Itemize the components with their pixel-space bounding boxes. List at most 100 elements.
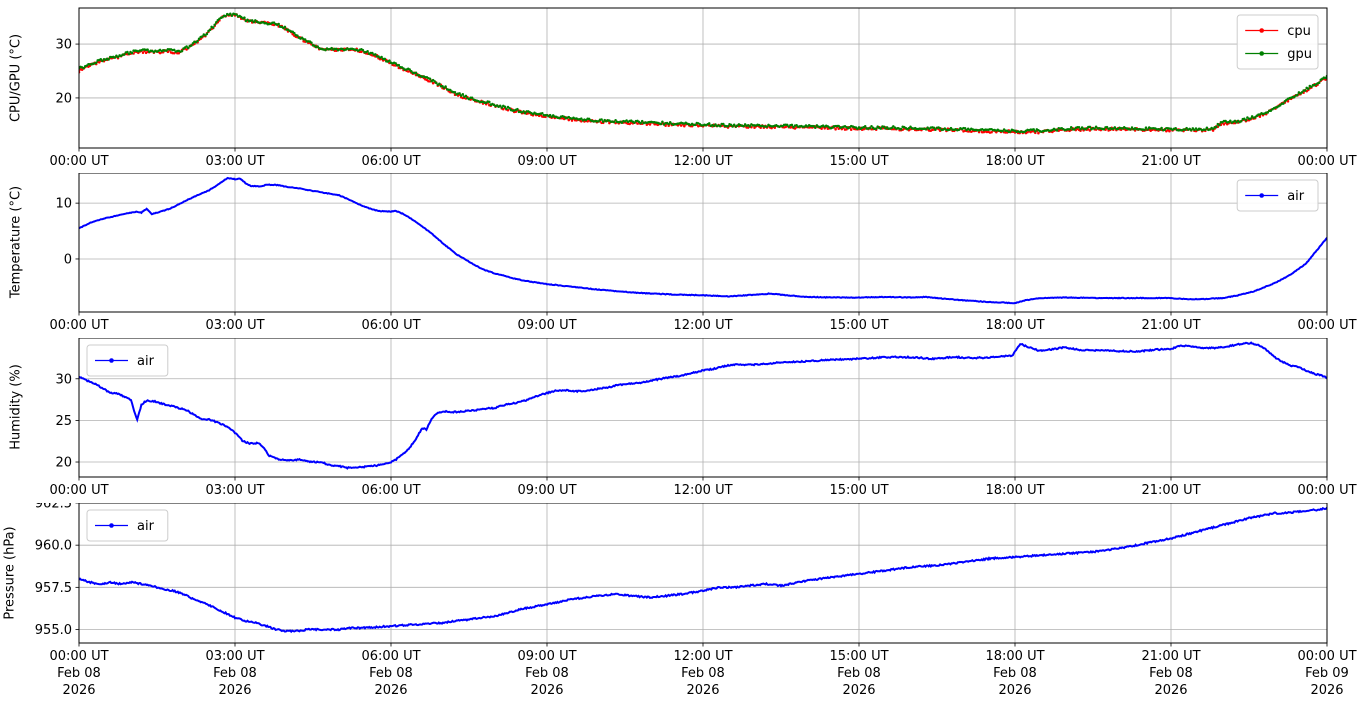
x-tick-date-label: Feb 08 [57,666,101,681]
x-tick-label: 00:00 UT [49,649,108,664]
y-tick-label: 30 [55,38,72,53]
x-tick-year-label: 2026 [62,683,95,698]
legend: air [86,344,169,377]
legend-marker-sample [109,358,114,363]
gpu-series-markers [79,12,1327,134]
humidity-y-axis-label: Humidity (%) [8,364,24,450]
x-tick-label: 12:00 UT [673,154,732,169]
plot-border [78,173,1328,313]
x-tick-label: 06:00 UT [361,154,420,169]
legend-marker-sample [1259,28,1264,33]
x-tick-label: 06:00 UT [361,483,420,498]
plot-border [78,7,1328,149]
x-tick-label: 15:00 UT [829,649,888,664]
x-tick-label: 03:00 UT [205,154,264,169]
plot-border [78,503,1328,644]
x-tick-date-label: Feb 08 [525,666,569,681]
air-series [79,176,1327,305]
legend-marker-sample [109,523,114,528]
legend: cpu gpu [1236,14,1319,70]
temperature-chart: 00:00 UT 03:00 UT 06:00 UT 09:00 UT 12:00 UT… [49,173,1357,333]
x-tick-label: 09:00 UT [517,154,576,169]
legend-label: air [137,519,155,534]
grid [79,8,1327,148]
x-tick-label: 00:00 UT [1297,318,1356,333]
x-tick-label: 03:00 UT [205,483,264,498]
air-series [79,506,1327,634]
x-tick-label: 06:00 UT [361,318,420,333]
x-tick-label: 21:00 UT [1141,649,1200,664]
x-tick-label: 12:00 UT [673,483,732,498]
y-tick-label: 20 [55,91,72,106]
x-tick-year-label: 2026 [998,683,1031,698]
cpu-gpu-chart: 00:00 UT 03:00 UT 06:00 UT 09:00 UT 12:00 UT… [49,7,1357,169]
x-tick-label: 21:00 UT [1141,154,1200,169]
x-tick-label: 00:00 UT [1297,483,1356,498]
y-tick-label: 957.5 [35,581,72,596]
legend: air [86,509,169,542]
air-series-line [79,341,1327,470]
grid [79,173,1327,312]
y-tick-label: 955.0 [35,623,72,638]
x-tick-label: 12:00 UT [673,318,732,333]
legend-label: air [1287,189,1305,204]
y-tick-label: 960.0 [35,539,72,554]
x-tick-date-label: Feb 08 [369,666,413,681]
gpu-series [79,12,1327,134]
x-tick-date-label: Feb 08 [837,666,881,681]
x-tick-label: 00:00 UT [49,483,108,498]
x-tick-label: 09:00 UT [517,318,576,333]
axis-ticks: 00:00 UT Feb 08 2026 03:00 UT Feb 08 2026 06:0… [35,503,1357,698]
y-tick-label: 10 [55,197,72,212]
x-tick-year-label: 2026 [842,683,875,698]
air-series [79,341,1327,470]
grid [79,338,1327,477]
x-tick-date-label: Feb 08 [993,666,1037,681]
x-tick-label: 09:00 UT [517,649,576,664]
axis-ticks: 00:00 UT 03:00 UT 06:00 UT 09:00 UT 12:00 UT… [49,372,1356,498]
plot-border [78,338,1328,478]
x-tick-label: 18:00 UT [985,318,1044,333]
x-tick-year-label: 2026 [1154,683,1187,698]
x-tick-date-label: Feb 08 [213,666,257,681]
x-tick-label: 00:00 UT [1297,649,1356,664]
x-tick-label: 00:00 UT [49,318,108,333]
legend-marker-sample [1259,51,1264,56]
x-tick-label: 21:00 UT [1141,318,1200,333]
axis-ticks: 00:00 UT 03:00 UT 06:00 UT 09:00 UT 12:00 UT… [49,38,1356,169]
y-tick-label: 962.5 [35,503,72,512]
x-tick-label: 15:00 UT [829,318,888,333]
x-tick-label: 00:00 UT [49,154,108,169]
x-tick-year-label: 2026 [686,683,719,698]
x-tick-date-label: Feb 08 [681,666,725,681]
legend-label: gpu [1287,47,1312,62]
legend: air [1236,179,1319,212]
x-tick-label: 00:00 UT [1297,154,1356,169]
x-tick-label: 09:00 UT [517,483,576,498]
legend-label: air [137,354,155,369]
y-tick-label: 30 [55,372,72,387]
x-tick-label: 18:00 UT [985,649,1044,664]
legend-label: cpu [1287,24,1311,39]
x-tick-date-label: Feb 08 [1149,666,1193,681]
x-tick-label: 03:00 UT [205,318,264,333]
x-tick-date-label: Feb 09 [1305,666,1349,681]
temperature-y-axis-label: Temperature (°C) [8,185,24,299]
y-tick-label: 20 [55,456,72,471]
x-tick-year-label: 2026 [374,683,407,698]
x-tick-label: 15:00 UT [829,154,888,169]
y-tick-label: 25 [55,414,72,429]
air-series-line [79,176,1327,305]
x-tick-label: 15:00 UT [829,483,888,498]
x-tick-label: 06:00 UT [361,649,420,664]
axis-ticks: 00:00 UT 03:00 UT 06:00 UT 09:00 UT 12:00 UT… [49,197,1356,333]
x-tick-year-label: 2026 [218,683,251,698]
air-series-line [79,506,1327,634]
y-tick-label: 0 [64,252,72,267]
x-tick-label: 12:00 UT [673,649,732,664]
legend-marker-sample [1259,193,1264,198]
x-tick-label: 21:00 UT [1141,483,1200,498]
humidity-chart: 00:00 UT 03:00 UT 06:00 UT 09:00 UT 12:00 UT… [49,338,1357,498]
cpu-gpu-y-axis-label: CPU/GPU (°C) [8,33,24,123]
